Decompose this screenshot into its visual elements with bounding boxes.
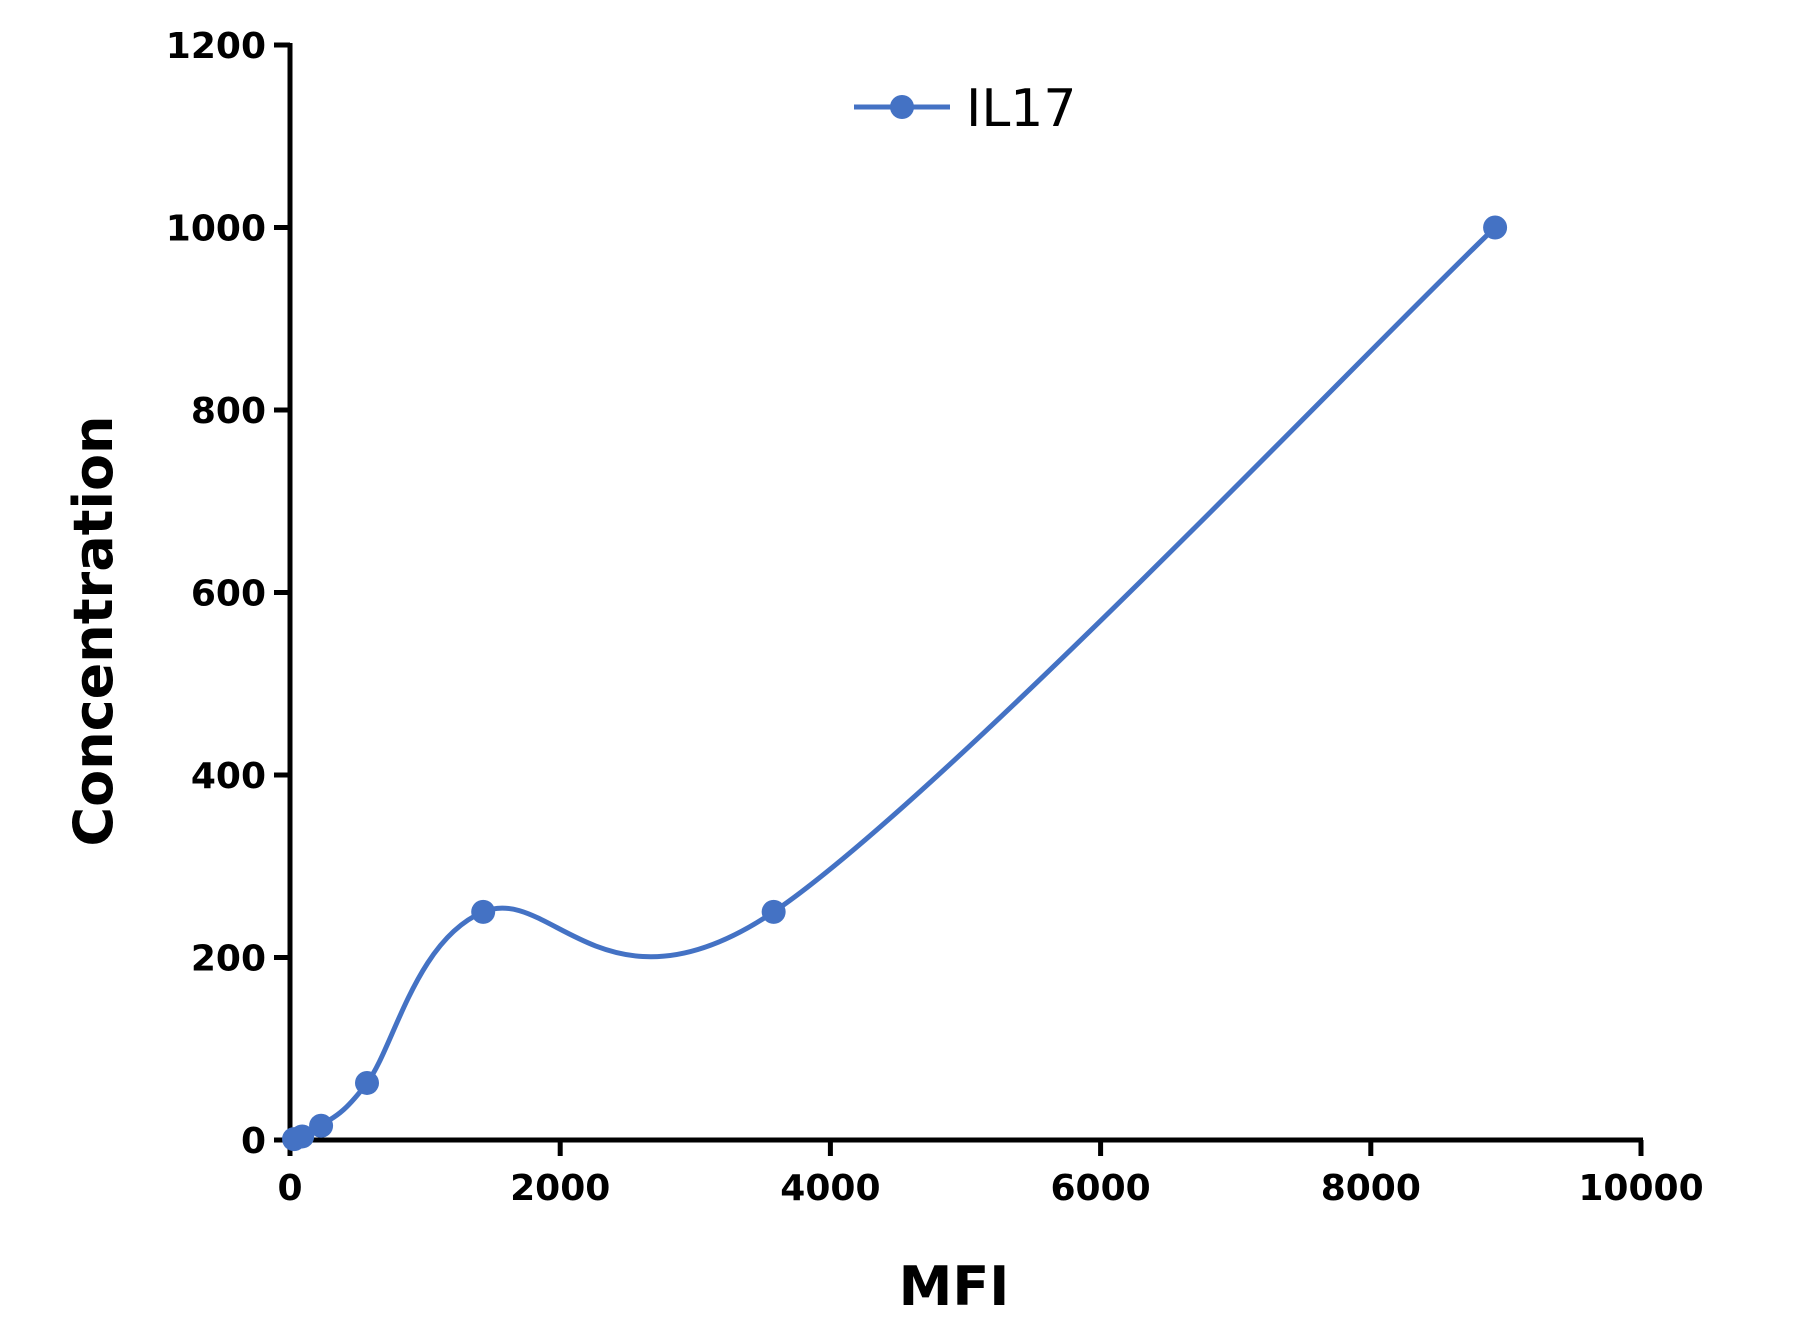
- data-point: [1483, 215, 1508, 240]
- x-axis-ticks: 0 2000 4000 6000 8000 10000: [277, 1140, 1704, 1209]
- data-point: [761, 899, 786, 924]
- axes: [287, 43, 1643, 1143]
- x-tick-label: 10000: [1578, 1168, 1703, 1209]
- x-axis-title: MFI: [899, 1255, 1010, 1318]
- data-point: [309, 1113, 334, 1138]
- legend-dot-marker: [890, 95, 914, 119]
- series-layer: [282, 215, 1508, 1152]
- y-axis-title: Concentration: [62, 416, 125, 847]
- y-tick-label: 600: [191, 574, 266, 615]
- x-tick-label: 4000: [780, 1168, 880, 1209]
- legend: IL17: [854, 79, 1076, 139]
- y-axis-ticks: 0 200 400 600 800 1000 1200: [166, 26, 290, 1162]
- data-point: [290, 1124, 315, 1149]
- data-point: [355, 1070, 380, 1095]
- x-tick-label: 0: [277, 1168, 302, 1209]
- y-tick-label: 200: [191, 939, 266, 980]
- y-tick-label: 800: [191, 391, 266, 432]
- y-tick-label: 1000: [166, 209, 266, 250]
- series-line-il17: [293, 225, 1497, 1142]
- x-tick-label: 8000: [1321, 1168, 1421, 1209]
- y-tick-label: 0: [241, 1121, 266, 1162]
- y-tick-label: 1200: [166, 26, 266, 67]
- x-tick-label: 6000: [1050, 1168, 1150, 1209]
- y-tick-label: 400: [191, 756, 266, 797]
- legend-label-il17: IL17: [966, 79, 1076, 139]
- x-tick-label: 2000: [510, 1168, 610, 1209]
- data-point: [471, 899, 496, 924]
